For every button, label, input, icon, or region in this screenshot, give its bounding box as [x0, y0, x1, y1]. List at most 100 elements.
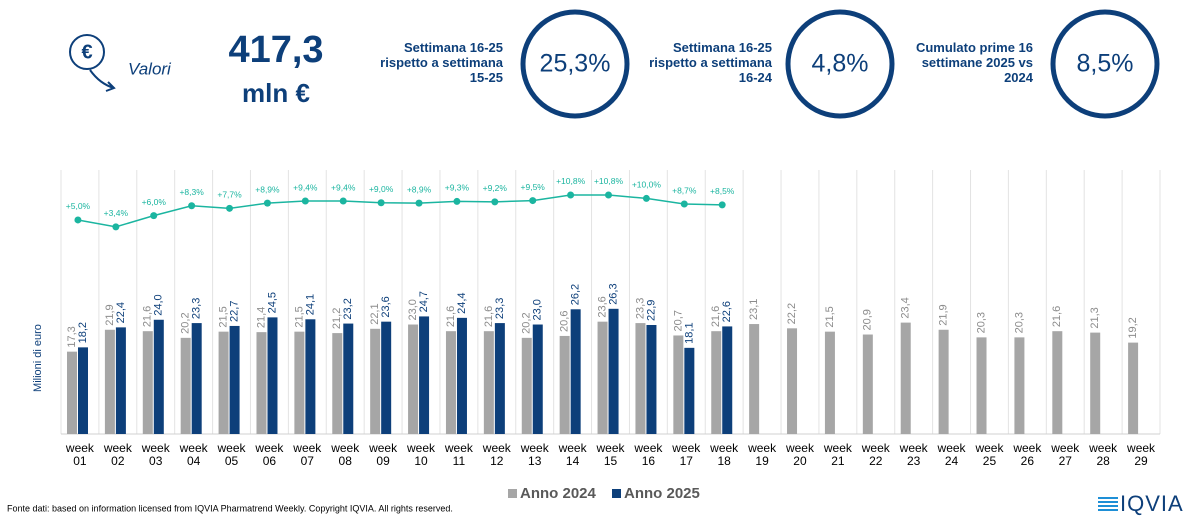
growth-label: +8,5% [710, 186, 735, 196]
bar [191, 323, 202, 434]
growth-point [188, 202, 196, 210]
growth-point [74, 216, 82, 224]
bar-value-label: 23,6 [596, 296, 608, 317]
bar [938, 329, 949, 434]
bar [824, 331, 835, 434]
bar [749, 324, 760, 434]
bar [180, 337, 191, 434]
bar-value-label: 21,9 [938, 304, 950, 325]
bar [1090, 332, 1101, 434]
bar-value-label: 21,6 [483, 306, 495, 327]
bar-value-label: 22,7 [228, 301, 240, 322]
x-tick-label: week 07 [293, 441, 322, 468]
x-tick-label: week 27 [1051, 441, 1080, 468]
kpi-value: 4,8% [812, 50, 869, 78]
x-tick-label: week 10 [407, 441, 436, 468]
bar-value-label: 23,1 [748, 299, 760, 320]
x-tick-label: week 29 [1127, 441, 1156, 468]
bar-value-label: 23,2 [342, 298, 354, 319]
growth-point [339, 197, 347, 205]
bar-value-label: 20,9 [862, 309, 874, 330]
x-tick-label: week 28 [1089, 441, 1118, 468]
source: Fonte dati: based on information license… [7, 503, 453, 513]
bar [456, 317, 467, 434]
x-tick-label: week 19 [748, 441, 777, 468]
growth-point [642, 194, 650, 202]
bar-value-label: 20,6 [559, 311, 571, 332]
growth-label: +9,4% [293, 182, 318, 192]
x-tick-label: week 21 [823, 441, 852, 468]
growth-label: +10,0% [632, 180, 662, 190]
euro-icon [69, 34, 105, 70]
bar-value-label: 21,6 [142, 306, 154, 327]
x-tick-label: week 04 [179, 441, 208, 468]
legend-swatch [508, 489, 517, 498]
bar [494, 323, 505, 434]
growth-label: +3,4% [104, 208, 129, 218]
bar [419, 316, 430, 434]
legend-swatch [612, 489, 621, 498]
icon-text: € [81, 41, 92, 63]
bar-value-label: 22,1 [369, 303, 381, 324]
bar [608, 308, 619, 434]
bar-value-label: 21,2 [331, 308, 343, 329]
bar [900, 322, 911, 434]
bar [722, 326, 733, 434]
bar [559, 335, 570, 434]
growth-label: +8,9% [255, 184, 280, 194]
x-tick-label: week 11 [444, 441, 473, 468]
bar-value-label: 19,2 [1127, 317, 1139, 338]
bar [78, 347, 88, 434]
bar-value-label: 24,0 [153, 294, 165, 315]
kpi-label: Settimana 16-25 rispetto a settimana 15-… [380, 40, 503, 85]
growth-point [453, 197, 461, 205]
bar [445, 331, 456, 434]
total: 417,3 [228, 29, 323, 71]
bar [256, 332, 267, 434]
legend-label: Anno 2025 [624, 485, 700, 502]
x-tick-label: week 20 [785, 441, 814, 468]
caption: Valori [128, 59, 172, 78]
growth-label: +9,0% [369, 184, 394, 194]
bar [646, 324, 657, 434]
bar-value-label: 21,5 [293, 306, 305, 327]
bar-value-label: 24,7 [418, 291, 430, 312]
bar [67, 351, 77, 434]
bar [343, 323, 354, 434]
arrow-icon [89, 69, 116, 92]
bar-value-label: 18,2 [77, 322, 89, 343]
bar [862, 334, 873, 434]
kpi-circle [785, 9, 895, 119]
growth-point [150, 212, 158, 220]
logo-bars [1098, 497, 1118, 511]
bar [787, 328, 798, 434]
bar [294, 331, 305, 434]
bar-value-label: 21,4 [255, 307, 267, 328]
x-tick-label: week 09 [369, 441, 398, 468]
x-tick-label: week 06 [255, 441, 284, 468]
growth-label: +9,3% [445, 183, 470, 193]
growth-point [567, 191, 575, 199]
bar-value-label: 22,6 [721, 301, 733, 322]
growth-label: +8,3% [179, 187, 204, 197]
bar-value-label: 22,9 [645, 300, 657, 321]
bar-value-label: 23,0 [407, 299, 419, 320]
bar-value-label: 26,3 [607, 283, 619, 304]
bar-value-label: 22,2 [786, 303, 798, 324]
bar-value-label: 23,4 [900, 297, 912, 318]
bar-value-label: 22,4 [115, 302, 127, 323]
growth-point [718, 201, 726, 209]
bar-value-label: 20,3 [975, 312, 987, 333]
logo: IQVIA [1120, 491, 1184, 516]
x-tick-label: week 25 [975, 441, 1004, 468]
bar [673, 335, 684, 434]
bar-value-label: 23,0 [532, 299, 544, 320]
x-tick-label: week 01 [65, 441, 94, 468]
y-axis-label: Milioni di euro [32, 324, 44, 392]
bar-value-label: 21,6 [445, 306, 457, 327]
bar-value-label: 23,3 [494, 298, 506, 319]
bar [267, 317, 278, 434]
kpi-circle [1050, 9, 1160, 119]
growth-point [377, 199, 385, 207]
